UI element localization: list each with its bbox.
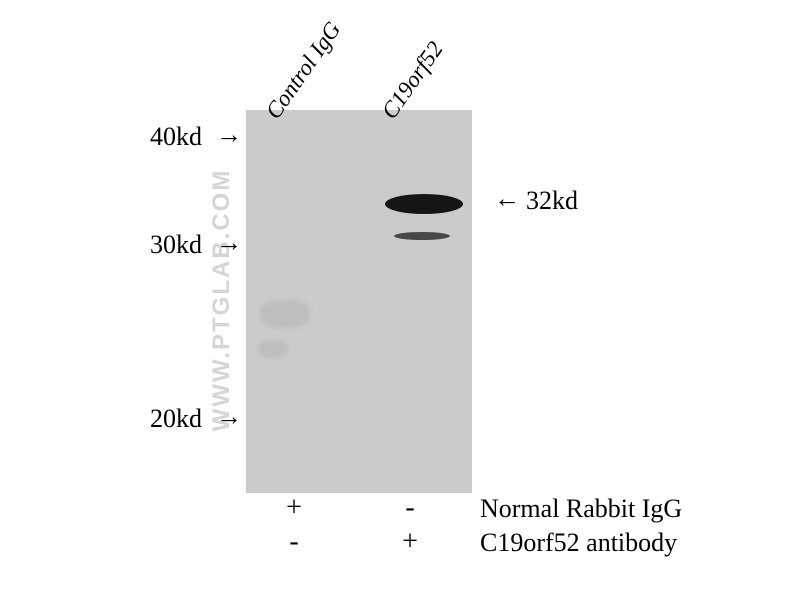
condition-sign: - — [395, 492, 425, 524]
blot-band-primary — [385, 194, 463, 214]
lane-header-control: Control IgG — [261, 17, 347, 124]
mw-label-20kd: 20kd — [150, 404, 202, 434]
blot-smudge — [260, 300, 310, 328]
mw-label-40kd: 40kd — [150, 122, 202, 152]
condition-sign: - — [279, 526, 309, 558]
mw-arrow-20kd: → — [216, 402, 242, 432]
mw-label-30kd: 30kd — [150, 230, 202, 260]
blot-smudge — [258, 340, 288, 358]
condition-sign: + — [279, 492, 309, 524]
mw-arrow-40kd: → — [216, 120, 242, 150]
condition-label-normal-igg: Normal Rabbit IgG — [480, 494, 682, 524]
mw-arrow-30kd: → — [216, 228, 242, 258]
condition-label-c19orf52-antibody: C19orf52 antibody — [480, 528, 677, 558]
western-blot-figure: WWW.PTGLAB.COM Control IgG C19orf52 40kd… — [0, 0, 800, 600]
blot-band-secondary — [394, 232, 450, 240]
condition-sign: + — [395, 526, 425, 558]
band-label-32kd: 32kd — [526, 186, 578, 216]
watermark-text: WWW.PTGLAB.COM — [208, 169, 236, 432]
band-arrow-32kd: ← — [494, 184, 520, 214]
